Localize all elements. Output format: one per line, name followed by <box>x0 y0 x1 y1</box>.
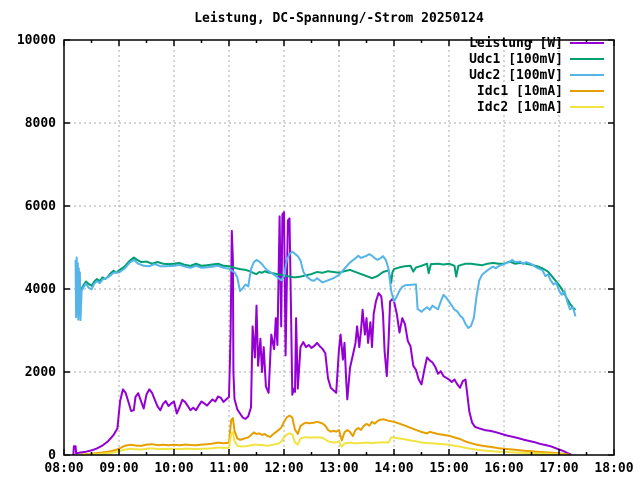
y-tick-label: 6000 <box>25 199 56 214</box>
y-tick-label: 2000 <box>25 365 56 380</box>
chart-title: Leistung, DC-Spannung/-Strom 20250124 <box>194 11 484 26</box>
x-tick-label: 08:00 <box>44 461 83 476</box>
x-tick-label: 15:00 <box>429 461 468 476</box>
series-line-idc1-10ma <box>80 414 571 456</box>
y-tick-label: 4000 <box>25 282 56 297</box>
x-tick-label: 09:00 <box>99 461 138 476</box>
legend-label: Idc1 [10mA] <box>477 84 563 99</box>
legend: Leistung [W]Udc1 [100mV]Udc2 [100mV]Idc1… <box>469 36 604 115</box>
axis-labels: 08:00 09:00 10:00 11:00 12:00 13:00 14:00 15:00… <box>17 33 634 476</box>
x-tick-label: 14:00 <box>374 461 413 476</box>
x-tick-label: 17:00 <box>539 461 578 476</box>
series-line-udc1-100mv <box>76 256 577 311</box>
y-tick-label: 10000 <box>17 33 56 48</box>
series-line-idc2-10ma <box>80 431 568 456</box>
legend-label: Udc2 [100mV] <box>469 68 563 83</box>
series-line-leistung-w <box>72 211 572 456</box>
x-tick-label: 13:00 <box>319 461 358 476</box>
x-tick-label: 12:00 <box>264 461 303 476</box>
x-tick-label: 10:00 <box>154 461 193 476</box>
y-tick-label: 0 <box>48 448 56 463</box>
x-tick-label: 18:00 <box>594 461 633 476</box>
series-line-udc2-100mv <box>74 250 577 329</box>
axes-frame <box>63 39 615 456</box>
legend-label: Idc2 [10mA] <box>477 100 563 115</box>
data-series <box>72 211 577 456</box>
legend-label: Udc1 [100mV] <box>469 52 563 67</box>
legend-label: Leistung [W] <box>469 36 563 51</box>
x-tick-label: 11:00 <box>209 461 248 476</box>
y-tick-label: 8000 <box>25 116 56 131</box>
x-tick-label: 16:00 <box>484 461 523 476</box>
